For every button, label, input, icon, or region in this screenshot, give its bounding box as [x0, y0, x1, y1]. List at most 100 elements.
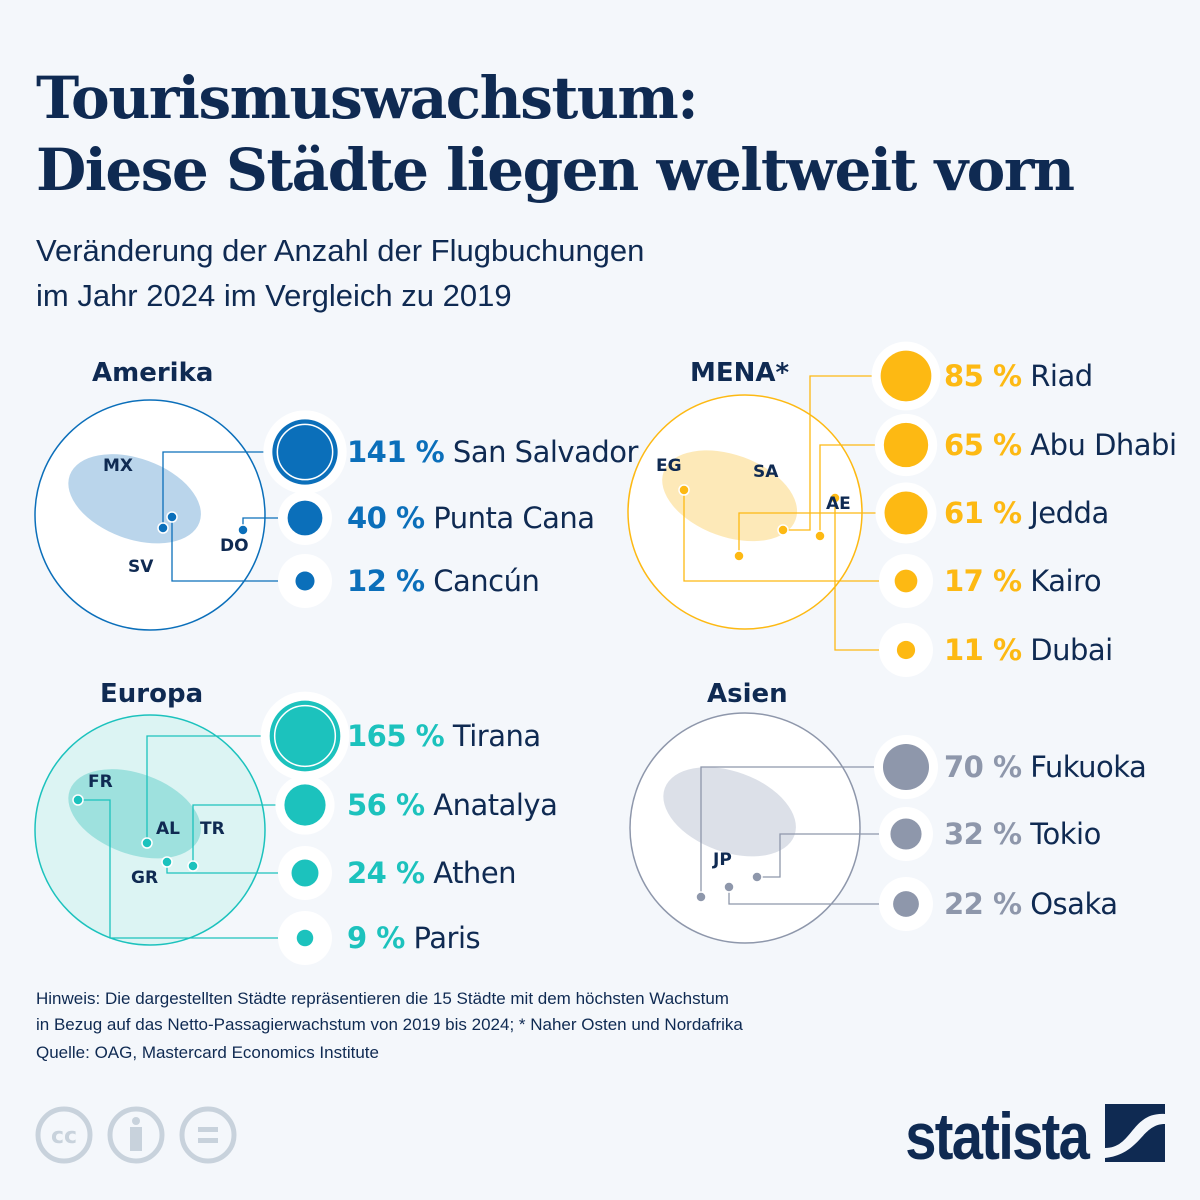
value-label: 61 %: [944, 496, 1022, 530]
region-title: Asien: [707, 679, 788, 709]
page-title: Tourismuswachstum: Diese Städte liegen w…: [36, 64, 1075, 204]
city-dot: [141, 837, 153, 849]
city-name: Jedda: [1021, 496, 1109, 530]
city-label: 32 % Tokio: [944, 817, 1101, 851]
city-name: Abu Dhabi: [1021, 428, 1177, 462]
bubble-cancún: [295, 571, 315, 591]
map-land-shape: [663, 767, 796, 857]
value-label: 65 %: [944, 428, 1022, 462]
value-label: 9 %: [347, 921, 405, 955]
connector-line: [78, 799, 297, 939]
bubble-anatalya: [284, 784, 326, 826]
city-label: 141 % San Salvador: [347, 435, 638, 469]
city-label: 17 % Kairo: [944, 564, 1102, 598]
country-code: GR: [131, 868, 159, 888]
value-label: 24 %: [347, 856, 425, 890]
city-dot: [777, 524, 789, 536]
attribution-icon: [107, 1106, 165, 1164]
country-code: JP: [713, 850, 732, 870]
city-dot: [237, 524, 249, 536]
region-title: Europa: [100, 679, 204, 709]
city-name: Dubai: [1021, 633, 1113, 667]
connector-line: [683, 490, 895, 582]
city-name: Kairo: [1021, 564, 1102, 598]
connector-line: [738, 512, 885, 556]
cc-icon: cc: [35, 1106, 93, 1164]
connector-line: [171, 517, 296, 582]
country-code: DO: [220, 536, 249, 556]
city-dot: [751, 871, 763, 883]
value-label: 70 %: [944, 750, 1022, 784]
city-label: 85 % Riad: [944, 359, 1093, 393]
city-dot: [678, 484, 690, 496]
city-dot: [161, 856, 173, 868]
city-name: Riad: [1021, 359, 1093, 393]
bubble-san-salvador: [272, 419, 338, 485]
city-label: 165 % Tirana: [347, 719, 541, 753]
value-label: 22 %: [944, 887, 1022, 921]
no-derivatives-icon: [179, 1106, 237, 1164]
bubble-ring: [276, 423, 334, 481]
bubble-kairo: [894, 569, 918, 593]
city-name: Athen: [424, 856, 517, 890]
region-europa: [34, 691, 350, 965]
bubble-dubai: [896, 640, 916, 660]
city-name: Tokio: [1021, 817, 1101, 851]
connector-line: [162, 451, 272, 528]
region-amerika: [34, 399, 347, 631]
connector-line: [700, 766, 883, 897]
bubble-osaka: [893, 891, 919, 917]
city-label: 9 % Paris: [347, 921, 481, 955]
city-name: Cancún: [424, 564, 540, 598]
region-asien: [629, 712, 939, 944]
source: Quelle: OAG, Mastercard Economics Instit…: [36, 1043, 379, 1062]
city-dot: [733, 550, 745, 562]
city-name: Fukuoka: [1021, 750, 1147, 784]
map-land-shape: [68, 769, 201, 859]
city-name: San Salvador: [444, 435, 639, 469]
value-label: 56 %: [347, 788, 425, 822]
city-name: Osaka: [1021, 887, 1118, 921]
connector-line: [192, 804, 285, 866]
bubble-tirana: [269, 700, 341, 772]
city-name: Anatalya: [424, 788, 558, 822]
city-dot: [187, 860, 199, 872]
bubble-paris: [296, 929, 314, 947]
country-code: EG: [656, 456, 682, 476]
subtitle: Veränderung der Anzahl der Flugbuchungen…: [36, 233, 645, 313]
statista-logo-icon: [1105, 1104, 1165, 1162]
connector-line: [834, 498, 897, 651]
bubble-jedda: [884, 491, 928, 535]
value-label: 12 %: [347, 564, 425, 598]
city-label: 24 % Athen: [347, 856, 517, 890]
bubble-punta-cana: [287, 500, 323, 536]
connector-line: [819, 444, 884, 536]
city-dot: [829, 492, 841, 504]
city-label: 61 % Jedda: [944, 496, 1109, 530]
map-land-shape: [662, 450, 798, 542]
country-code: SA: [753, 462, 779, 482]
country-code: MX: [103, 456, 134, 476]
svg-text:cc: cc: [51, 1124, 77, 1149]
city-name: Punta Cana: [424, 501, 595, 535]
city-label: 11 % Dubai: [944, 633, 1113, 667]
city-dot: [695, 891, 707, 903]
city-dot: [157, 522, 169, 534]
value-label: 11 %: [944, 633, 1022, 667]
value-label: 40 %: [347, 501, 425, 535]
city-dot: [723, 881, 735, 893]
city-label: 65 % Abu Dhabi: [944, 428, 1177, 462]
bubble-riad: [880, 350, 932, 402]
bubble-athen: [291, 859, 319, 887]
bubble-tokio: [890, 818, 922, 850]
city-label: 56 % Anatalya: [347, 788, 558, 822]
city-name: Tirana: [444, 719, 541, 753]
note: Hinweis: Die dargestellten Städte repräs…: [36, 989, 743, 1034]
city-dot: [814, 530, 826, 542]
country-code: TR: [200, 819, 225, 839]
city-label: 12 % Cancún: [347, 564, 540, 598]
country-code: AL: [156, 819, 180, 839]
city-name: Paris: [404, 921, 481, 955]
connector-line: [757, 833, 892, 878]
